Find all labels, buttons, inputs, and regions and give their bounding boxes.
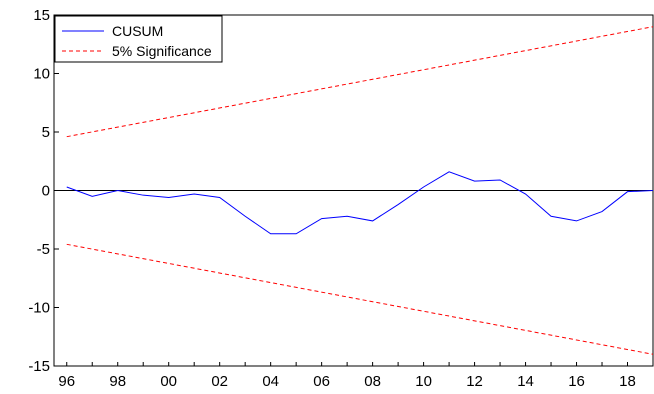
x-tick-label: 14 [517,373,534,390]
y-tick-label: 5 [42,124,50,141]
y-tick-label: 0 [42,183,50,200]
x-tick-label: 06 [313,373,330,390]
legend-box [54,15,223,63]
x-tick-label: 04 [262,373,279,390]
x-tick-label: 10 [415,373,432,390]
y-tick-label: -15 [28,358,50,375]
y-axis: -15 -10 -5 0 5 10 15 [28,7,59,375]
legend-label-significance: 5% Significance [112,43,212,59]
y-tick-label: -10 [28,300,50,317]
x-tick-label: 16 [568,373,585,390]
series-layer [66,26,654,355]
series-line-upper-bound [66,26,654,138]
x-tick-label: 96 [58,373,75,390]
series-line-cusum [66,171,654,235]
x-axis: 96 98 00 02 04 06 08 10 12 14 16 18 [58,362,654,390]
x-tick-label: 00 [160,373,177,390]
series-line-lower-bound [66,243,654,355]
x-tick-label: 18 [619,373,636,390]
x-tick-label: 98 [109,373,126,390]
x-tick-label: 12 [466,373,483,390]
y-tick-label: 10 [33,66,50,83]
plot-area [53,14,654,367]
x-tick-label: 02 [211,373,228,390]
y-tick-label: 15 [33,7,50,24]
y-tick-label: -5 [37,241,50,258]
x-tick-label: 08 [364,373,381,390]
legend-label-cusum: CUSUM [112,23,163,39]
legend: CUSUM 5% Significance [54,15,223,63]
